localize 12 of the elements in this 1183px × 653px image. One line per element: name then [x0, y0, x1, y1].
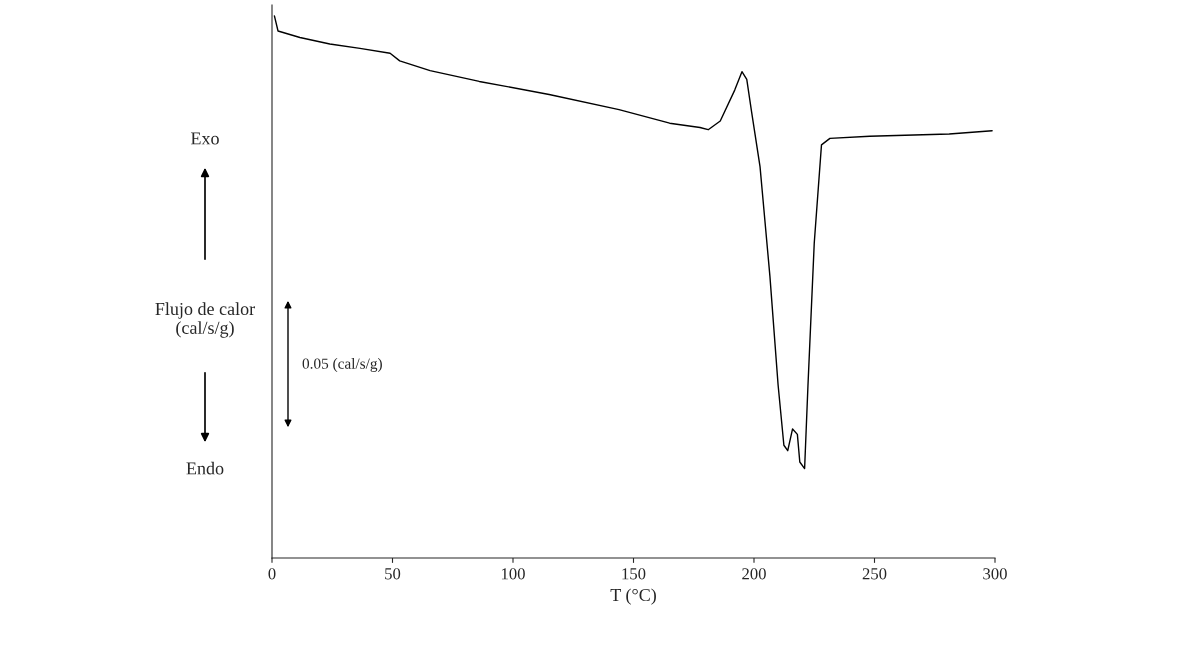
- text: Exo: [190, 132, 219, 145]
- x-tick-label: 250: [862, 568, 887, 580]
- x-tick-label: 0: [268, 568, 276, 580]
- annotation: 0.05 (cal/s/g): [302, 358, 382, 372]
- x-tick-label: 100: [501, 568, 525, 580]
- x-tick-label: 50: [385, 568, 401, 580]
- text: Endo: [186, 461, 224, 475]
- x-axis-title: T (°C): [610, 588, 656, 605]
- x-tick-label: 300: [983, 568, 1007, 580]
- x-tick-label: 200: [742, 568, 766, 580]
- y-axis-title: Flujo de calor (cal/s/g): [155, 302, 255, 338]
- x-tick-label: 150: [622, 568, 646, 580]
